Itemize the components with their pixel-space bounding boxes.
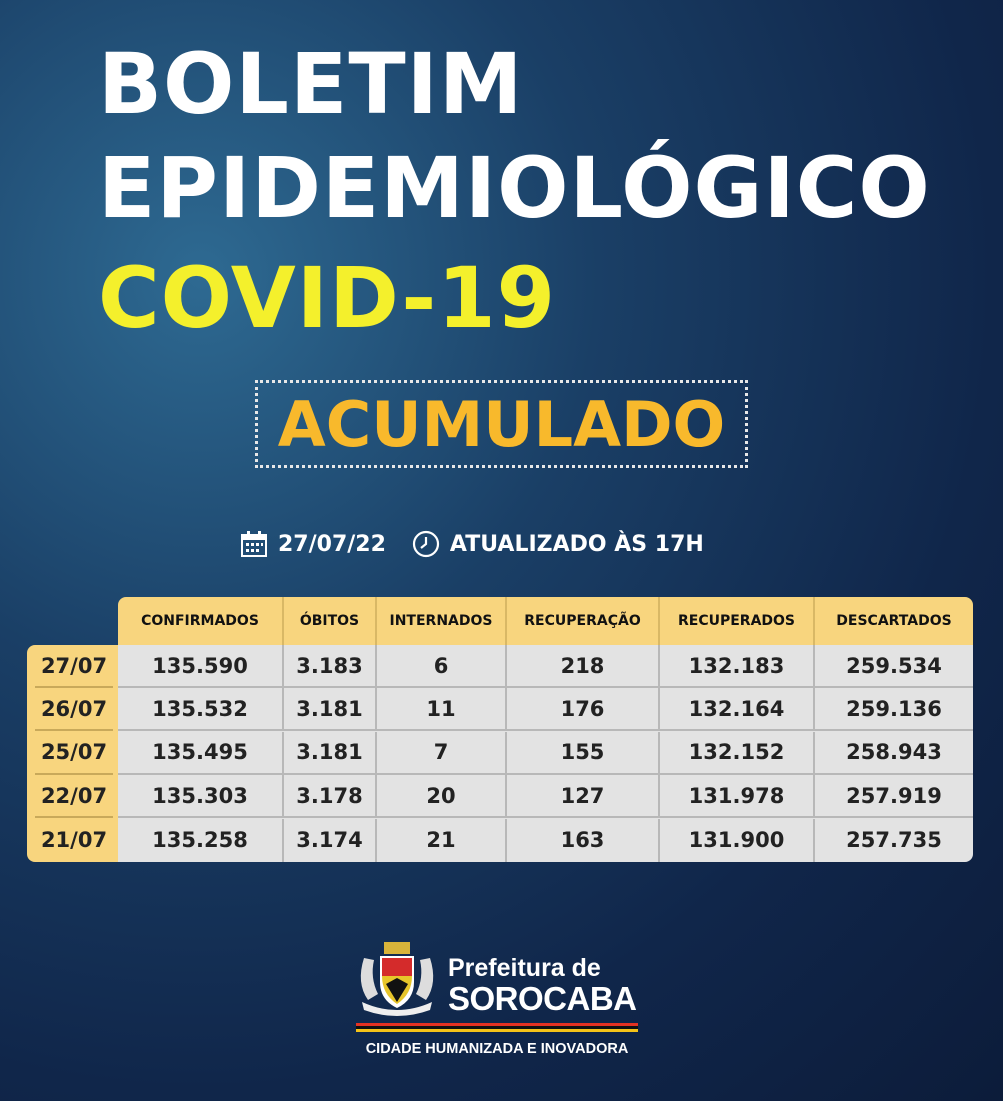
table-cell: 258.943 [813,731,973,775]
table-row: 135.590 3.183 6 218 132.183 259.534 [118,645,973,688]
table-row: 135.495 3.181 7 155 132.152 258.943 [118,731,973,775]
table-cell: 218 [505,645,658,688]
table-cell: 127 [505,775,658,819]
date-column [27,645,118,862]
data-table: CONFIRMADOS ÓBITOS INTERNADOS RECUPERAÇÃO RE… [27,597,973,862]
title-line-3: COVID-19 [98,249,557,347]
table-cell: 3.183 [282,645,375,688]
table-row: 135.532 3.181 11 176 132.164 259.136 [118,688,973,732]
table-cell: 21 [375,818,505,862]
column-header: DESCARTADOS [813,597,973,645]
row-date: 26/07 [35,688,113,732]
table-row: 135.258 3.174 21 163 131.900 257.735 [118,818,973,862]
column-header: RECUPERAÇÃO [505,597,658,645]
table-cell: 6 [375,645,505,688]
acumulado-badge: ACUMULADO [255,380,748,468]
table-cell: 3.181 [282,731,375,775]
table-body [118,645,973,862]
logo-line-1: Prefeitura de [448,954,601,982]
table-cell: 259.534 [813,645,973,688]
row-date: 27/07 [35,645,113,688]
calendar-icon [241,531,267,557]
table-cell: 131.978 [658,775,813,819]
badge-text: ACUMULADO [277,387,726,461]
table-cell: 132.152 [658,731,813,775]
bulletin-date: 27/07/22 [278,531,386,557]
table-cell: 3.181 [282,688,375,732]
table-cell: 135.590 [118,645,282,688]
flag-stripes [356,1023,638,1032]
clock-icon [412,530,440,558]
table-cell: 131.900 [658,818,813,862]
title-line-2: EPIDEMIOLÓGICO [98,139,931,237]
table-cell: 3.174 [282,818,375,862]
column-header: RECUPERADOS [658,597,813,645]
table-cell: 257.735 [813,818,973,862]
table-cell: 11 [375,688,505,732]
table-cell: 135.495 [118,732,282,775]
row-date: 22/07 [35,775,113,819]
table-cell: 20 [375,775,505,819]
table-cell: 259.136 [813,688,973,732]
coat-of-arms-icon [360,942,434,1016]
row-date: 25/07 [35,732,113,775]
table-cell: 132.164 [658,688,813,732]
row-date: 21/07 [40,828,108,853]
table-cell: 135.258 [152,828,248,853]
table-cell: 7 [375,731,505,775]
table-cell: 257.919 [813,775,973,819]
table-cell: 135.303 [118,775,282,819]
column-header: ÓBITOS [282,597,375,645]
title-line-1: BOLETIM [98,35,524,133]
logo-line-2: SOROCABA [448,980,637,1017]
table-cell: 155 [505,731,658,775]
updated-time: ATUALIZADO ÀS 17H [449,531,704,557]
table-cell: 3.178 [282,775,375,819]
header-row: CONFIRMADOS ÓBITOS INTERNADOS RECUPERAÇÃO RE… [118,597,973,645]
column-header: INTERNADOS [375,597,505,645]
update-info: 27/07/22 ATUALIZADO ÀS 17H [240,530,704,558]
logo-slogan: CIDADE HUMANIZADA E INOVADORA [365,1041,629,1057]
table-cell: 135.532 [118,688,282,732]
table-cell: 176 [505,688,658,732]
table-cell: 163 [505,818,658,862]
table-cell: 132.183 [658,645,813,688]
table-row: 135.303 3.178 20 127 131.978 257.919 [118,775,973,819]
column-header: CONFIRMADOS [141,613,259,629]
table-header [118,597,973,645]
